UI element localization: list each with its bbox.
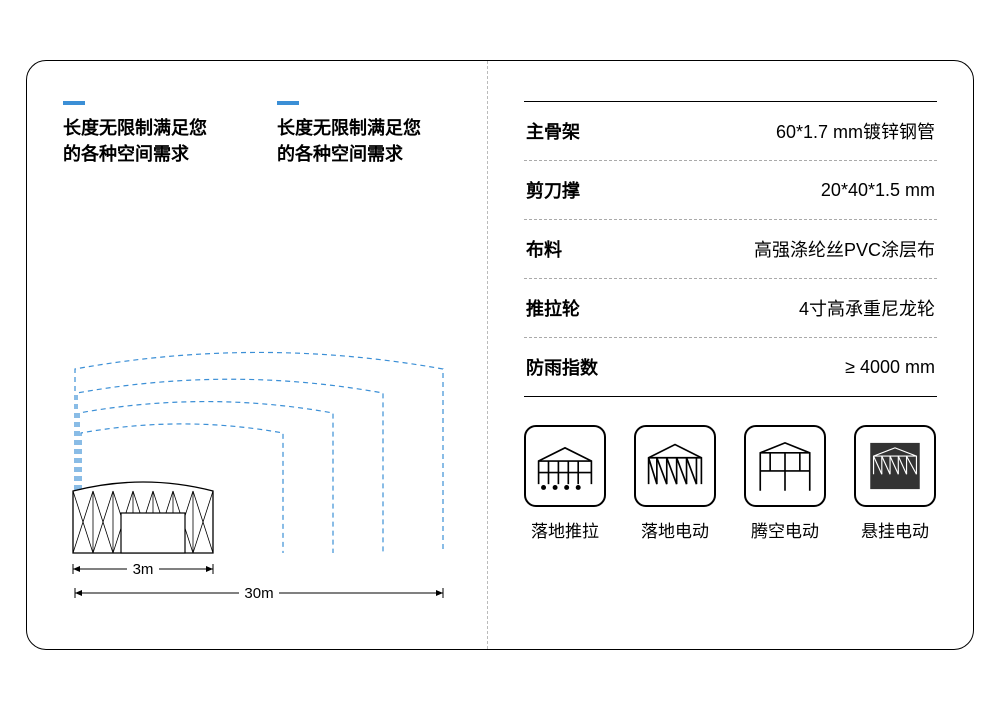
spec-label: 主骨架	[526, 118, 580, 144]
size-diagram-svg: 3m 30m	[63, 327, 463, 617]
tent-types: 落地推拉	[524, 425, 937, 542]
spec-row: 主骨架 60*1.7 mm镀锌钢管	[524, 101, 937, 161]
heading-2-line-2: 的各种空间需求	[277, 144, 403, 164]
spec-value: ≥ 4000 mm	[845, 357, 935, 378]
spec-row: 剪刀撑 20*40*1.5 mm	[524, 161, 937, 220]
heading-2: 长度无限制满足您 的各种空间需求	[277, 101, 421, 167]
tent-hanging-motor-icon	[854, 425, 936, 507]
type-label: 落地电动	[641, 517, 709, 542]
svg-text:3m: 3m	[133, 561, 154, 578]
svg-text:30m: 30m	[244, 585, 273, 602]
type-ground-motor: 落地电动	[634, 425, 716, 542]
type-label: 悬挂电动	[861, 517, 929, 542]
tent-ground-push-icon	[524, 425, 606, 507]
spec-value: 4寸高承重尼龙轮	[799, 295, 935, 321]
accent-bar	[277, 101, 299, 105]
left-panel: 长度无限制满足您 的各种空间需求 长度无限制满足您 的各种空间需求 3m 30m	[27, 61, 487, 649]
spec-value: 高强涤纶丝PVC涂层布	[754, 236, 935, 262]
size-diagram: 3m 30m	[63, 327, 463, 617]
headings: 长度无限制满足您 的各种空间需求 长度无限制满足您 的各种空间需求	[63, 101, 451, 167]
spec-label: 推拉轮	[526, 295, 580, 321]
heading-1-line-1: 长度无限制满足您	[63, 118, 207, 138]
type-hanging-motor: 悬挂电动	[854, 425, 936, 542]
spec-row: 推拉轮 4寸高承重尼龙轮	[524, 279, 937, 338]
product-spec-card: 长度无限制满足您 的各种空间需求 长度无限制满足您 的各种空间需求 3m 30m	[26, 60, 974, 650]
heading-1-line-2: 的各种空间需求	[63, 144, 189, 164]
tent-ground-motor-icon	[634, 425, 716, 507]
accent-bar	[63, 101, 85, 105]
type-aerial-motor: 腾空电动	[744, 425, 826, 542]
heading-1: 长度无限制满足您 的各种空间需求	[63, 101, 207, 167]
type-label: 腾空电动	[751, 517, 819, 542]
spec-value: 20*40*1.5 mm	[821, 180, 935, 201]
spec-value: 60*1.7 mm镀锌钢管	[776, 118, 935, 144]
type-ground-push: 落地推拉	[524, 425, 606, 542]
spec-label: 防雨指数	[526, 354, 598, 380]
tent-aerial-motor-icon	[744, 425, 826, 507]
heading-2-line-1: 长度无限制满足您	[277, 118, 421, 138]
spec-table: 主骨架 60*1.7 mm镀锌钢管 剪刀撑 20*40*1.5 mm 布料 高强…	[524, 101, 937, 397]
spec-label: 布料	[526, 236, 562, 262]
spec-row: 防雨指数 ≥ 4000 mm	[524, 338, 937, 397]
spec-row: 布料 高强涤纶丝PVC涂层布	[524, 220, 937, 279]
type-label: 落地推拉	[531, 517, 599, 542]
right-panel: 主骨架 60*1.7 mm镀锌钢管 剪刀撑 20*40*1.5 mm 布料 高强…	[487, 61, 973, 649]
spec-label: 剪刀撑	[526, 177, 580, 203]
